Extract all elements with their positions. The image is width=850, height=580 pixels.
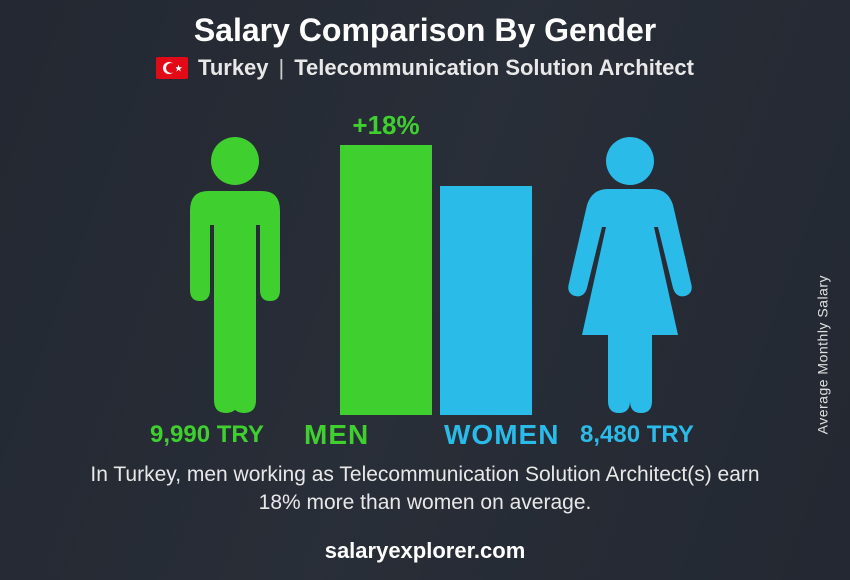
subtitle-row: ★ Turkey | Telecommunication Solution Ar… <box>0 55 850 81</box>
footer: salaryexplorer.com <box>0 538 850 564</box>
women-gender-label: WOMEN <box>444 419 559 451</box>
bar-men: +18% <box>340 145 432 415</box>
men-salary-label: 9,990 TRY <box>150 421 264 449</box>
description-text: In Turkey, men working as Telecommunicat… <box>0 461 850 518</box>
men-gender-label: MEN <box>304 419 369 451</box>
axis-label: Average Monthly Salary <box>814 275 830 434</box>
site-link[interactable]: salaryexplorer.com <box>325 538 526 563</box>
chart-area: +18% 9,990 TRY MEN WOMEN 8,480 TRY Avera… <box>0 95 850 455</box>
bar-women <box>440 186 532 415</box>
difference-pct-label: +18% <box>352 110 419 141</box>
job-title-label: Telecommunication Solution Architect <box>294 55 694 81</box>
separator: | <box>279 55 285 81</box>
country-label: Turkey <box>198 55 269 81</box>
turkey-flag-icon: ★ <box>156 57 188 79</box>
women-salary-label: 8,480 TRY <box>580 421 694 449</box>
page-title: Salary Comparison By Gender <box>0 12 850 49</box>
woman-figure-icon <box>560 135 700 415</box>
man-figure-icon <box>170 135 300 415</box>
